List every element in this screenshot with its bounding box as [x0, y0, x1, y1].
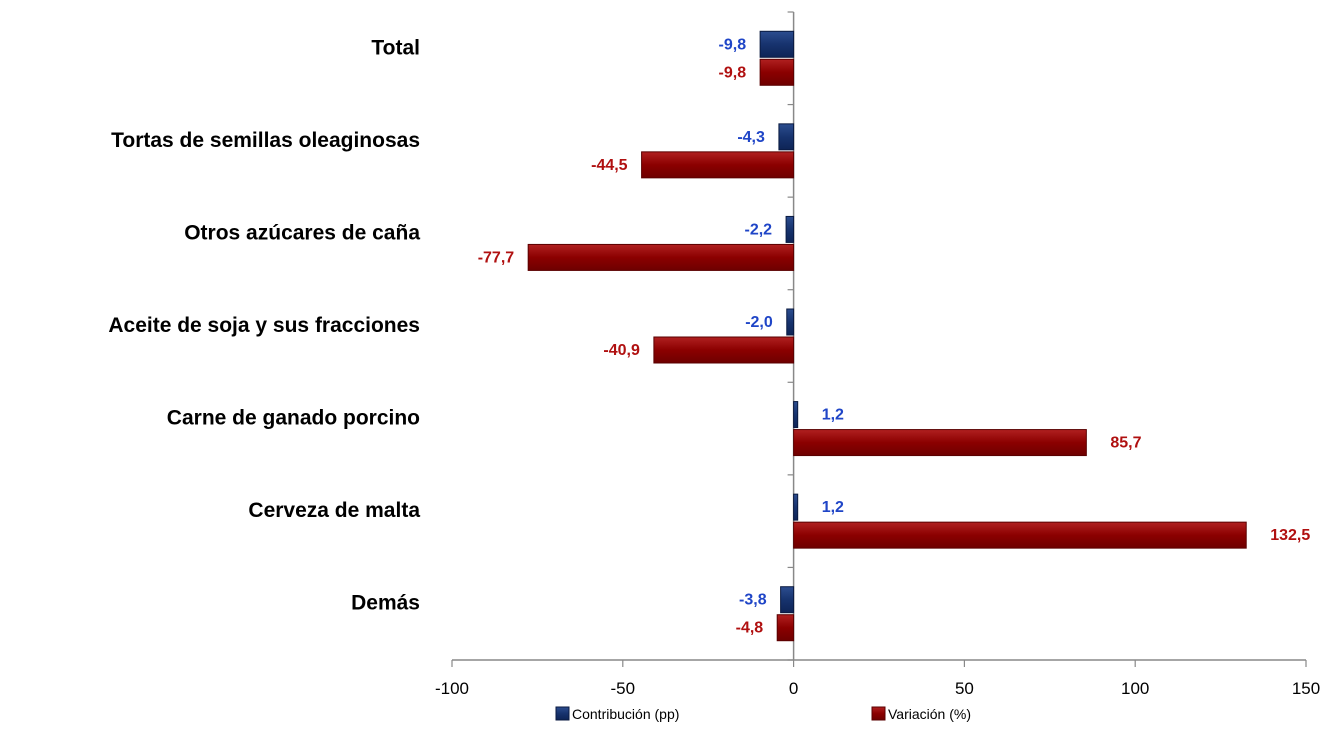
data-label-contribucion: -3,8	[739, 592, 767, 609]
data-label-contribucion: -9,8	[719, 36, 747, 53]
x-tick-label: -100	[435, 679, 469, 698]
bar-variacion	[759, 58, 795, 86]
x-tick-label: 150	[1292, 679, 1320, 698]
bar-variacion	[641, 151, 795, 179]
legend-label: Contribución (pp)	[572, 706, 679, 722]
data-label-variacion: 132,5	[1270, 527, 1310, 544]
legend-swatch-contribucion	[555, 706, 570, 721]
legend-item: Contribución (pp)	[555, 706, 679, 722]
data-label-variacion: -9,8	[719, 64, 747, 81]
legend-label: Variación (%)	[888, 706, 971, 722]
bars	[527, 30, 1247, 642]
category-label: Otros azúcares de caña	[184, 221, 420, 244]
x-tick-label: 50	[955, 679, 974, 698]
bar-contribucion	[778, 123, 795, 151]
data-label-variacion: -77,7	[478, 249, 515, 266]
data-label-contribucion: -4,3	[737, 129, 765, 146]
bar-contribucion	[759, 30, 795, 58]
bar-variacion	[776, 614, 795, 642]
labels: Total Tortas de semillas oleaginosas Otros…	[108, 36, 1310, 636]
bar-contribucion	[785, 215, 795, 243]
bar-contribucion	[793, 493, 799, 521]
data-label-contribucion: 1,2	[822, 499, 844, 516]
data-label-variacion: -44,5	[591, 157, 628, 174]
category-label: Demás	[351, 592, 420, 615]
data-label-contribucion: -2,0	[745, 314, 773, 331]
bar-contribucion	[780, 586, 795, 614]
legend-item: Variación (%)	[871, 706, 971, 722]
data-label-variacion: -40,9	[603, 342, 640, 359]
bar-contribucion	[793, 401, 799, 429]
category-label: Tortas de semillas oleaginosas	[111, 129, 420, 152]
category-label: Total	[371, 36, 420, 59]
category-label: Aceite de soja y sus fracciones	[108, 314, 420, 337]
bar-variacion	[527, 243, 795, 271]
bar-variacion	[793, 429, 1087, 457]
x-tick-label: -50	[611, 679, 636, 698]
bar-variacion	[653, 336, 795, 364]
x-tick-label: 100	[1121, 679, 1149, 698]
axes: -100 -50 0 50 100 150	[435, 11, 1320, 698]
bar-variacion	[793, 521, 1247, 549]
bar-contribucion	[786, 308, 795, 336]
legend: Contribución (pp) Variación (%)	[555, 706, 971, 722]
data-label-contribucion: 1,2	[822, 407, 844, 424]
legend-swatch-variacion	[871, 706, 886, 721]
x-tick-label: 0	[789, 679, 798, 698]
category-label: Cerveza de malta	[248, 499, 420, 522]
data-label-variacion: -4,8	[736, 620, 764, 637]
data-label-variacion: 85,7	[1110, 435, 1141, 452]
data-label-contribucion: -2,2	[745, 221, 773, 238]
category-label: Carne de ganado porcino	[167, 407, 420, 430]
